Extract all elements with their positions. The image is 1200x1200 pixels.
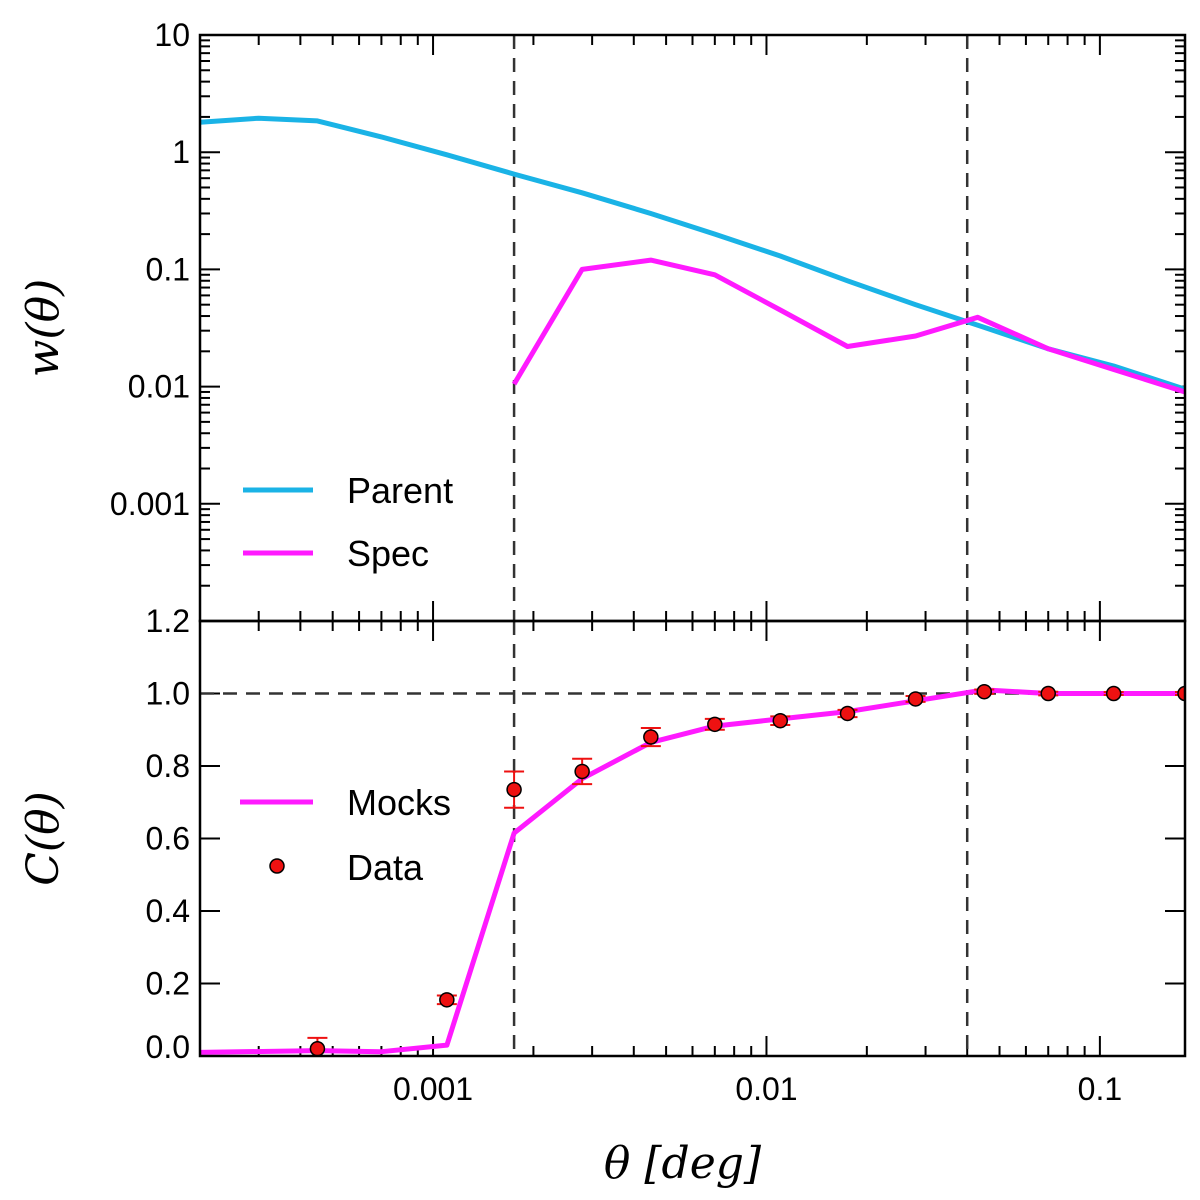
lower-y-tick-label: 1.0 [146, 676, 190, 712]
upper-x-ticks [199, 35, 1101, 621]
upper-y-ticks [200, 34, 1185, 622]
x-axis-label: θ [deg] [604, 1138, 762, 1189]
legend-label-mocks: Mocks [347, 782, 451, 823]
upper-y-tick-label: 0.01 [128, 369, 190, 405]
data-point [839, 705, 856, 722]
lower-y-tick-label: 1.2 [146, 603, 190, 639]
legend-marker-data [269, 858, 285, 874]
lower-y-tick-label: 0.0 [146, 1029, 190, 1065]
data-point [309, 1041, 326, 1056]
upper-y-tick-label: 10 [154, 17, 190, 53]
data-point [574, 763, 590, 780]
data-point [1105, 685, 1122, 702]
upper-y-tick-label: 1 [172, 134, 190, 170]
data-point [907, 691, 924, 707]
data-point [1177, 685, 1185, 702]
lower-y-ticks [200, 620, 1185, 1057]
x-tick-label: 0.1 [1078, 1071, 1122, 1107]
series-line-spec [511, 257, 1185, 395]
upper-y-axis-label: w(θ) [18, 279, 69, 377]
x-tick-label: 0.001 [393, 1071, 473, 1107]
upper-y-tick-label: 0.1 [146, 251, 190, 287]
lower-series-group [200, 683, 1185, 1056]
data-point [707, 716, 723, 733]
legend-label-parent: Parent [347, 470, 453, 511]
data-point [439, 992, 455, 1008]
lower-x-ticks [199, 621, 1101, 1056]
lower-y-tick-label: 0.6 [146, 821, 190, 857]
data-point [1040, 685, 1056, 702]
data-point [976, 683, 993, 700]
lower-y-tick-label: 0.4 [146, 893, 190, 929]
data-point [643, 729, 659, 745]
lower-y-tick-label: 0.8 [146, 748, 190, 784]
legend-label-data: Data [347, 847, 424, 888]
upper-y-tick-label: 0.001 [110, 486, 190, 522]
lower-plot-frame [198, 619, 1187, 1058]
series-line-parent [200, 115, 1185, 392]
lower-y-axis-label: C(θ) [18, 791, 69, 886]
data-point [772, 712, 789, 729]
upper-series-group [200, 115, 1185, 395]
data-point [506, 781, 522, 798]
x-tick-label: 0.01 [735, 1071, 797, 1107]
legend-label-spec: Spec [347, 533, 429, 574]
lower-y-tick-label: 0.2 [146, 966, 190, 1002]
